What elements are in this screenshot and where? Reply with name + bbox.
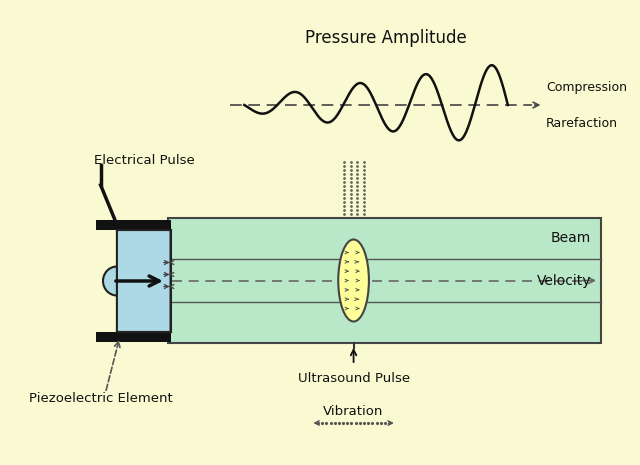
- Text: Compression: Compression: [546, 80, 627, 93]
- Text: Electrical Pulse: Electrical Pulse: [94, 153, 195, 166]
- FancyBboxPatch shape: [117, 230, 171, 332]
- Wedge shape: [103, 266, 117, 295]
- Text: Velocity: Velocity: [537, 273, 591, 287]
- Text: Ultrasound Pulse: Ultrasound Pulse: [298, 372, 410, 385]
- Ellipse shape: [339, 239, 369, 321]
- Text: Beam: Beam: [551, 231, 591, 245]
- Text: Pressure Amplitude: Pressure Amplitude: [305, 29, 467, 47]
- Text: Piezoelectric Element: Piezoelectric Element: [29, 392, 173, 405]
- Bar: [96, 332, 171, 342]
- Bar: [168, 218, 601, 343]
- Text: Rarefaction: Rarefaction: [546, 117, 618, 129]
- Bar: [96, 220, 171, 230]
- Text: Vibration: Vibration: [323, 405, 384, 418]
